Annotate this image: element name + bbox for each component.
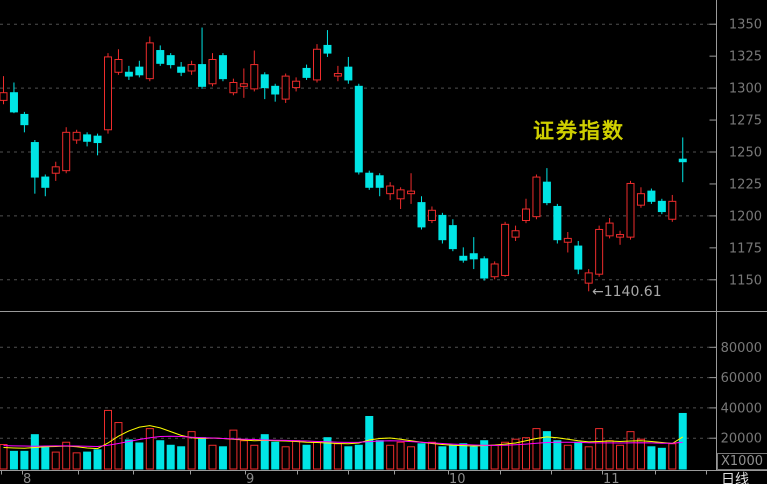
svg-text:80000: 80000 [721, 341, 762, 356]
svg-text:8: 8 [23, 472, 31, 484]
svg-text:1200: 1200 [729, 209, 762, 224]
svg-text:1275: 1275 [729, 114, 762, 129]
svg-text:1150: 1150 [729, 273, 762, 288]
svg-text:10: 10 [449, 472, 466, 484]
svg-text:1175: 1175 [729, 241, 762, 256]
svg-text:1325: 1325 [729, 50, 762, 65]
volume-bars [0, 409, 687, 470]
volume-unit-label: X1000 [717, 453, 767, 470]
svg-text:1250: 1250 [729, 146, 762, 161]
volume-ma-slow [3, 435, 683, 448]
svg-text:9: 9 [246, 472, 254, 484]
svg-text:1300: 1300 [729, 82, 762, 97]
x-axis: 8 9 10 11 [1, 470, 707, 484]
svg-text:11: 11 [603, 472, 620, 484]
svg-text:60000: 60000 [721, 371, 762, 386]
volume-axis-labels: 80000 60000 40000 20000 [709, 341, 762, 447]
index-title: 证券指数 [533, 119, 625, 143]
price-axis-labels: 1350 1325 1300 1275 1250 1225 1200 1175 1150 [709, 18, 762, 288]
volume-ma-fast [3, 425, 684, 450]
period-label: 日线 [721, 472, 749, 484]
svg-text:40000: 40000 [721, 401, 762, 416]
volume-ma-lines [3, 425, 684, 450]
svg-text:1225: 1225 [729, 177, 762, 192]
candlesticks [0, 27, 687, 292]
gridlines [0, 23, 717, 439]
svg-text:1350: 1350 [729, 18, 762, 33]
axis-frame [0, 0, 767, 471]
low-annotation: ←1140.61 [592, 284, 662, 300]
svg-text:20000: 20000 [721, 432, 762, 447]
